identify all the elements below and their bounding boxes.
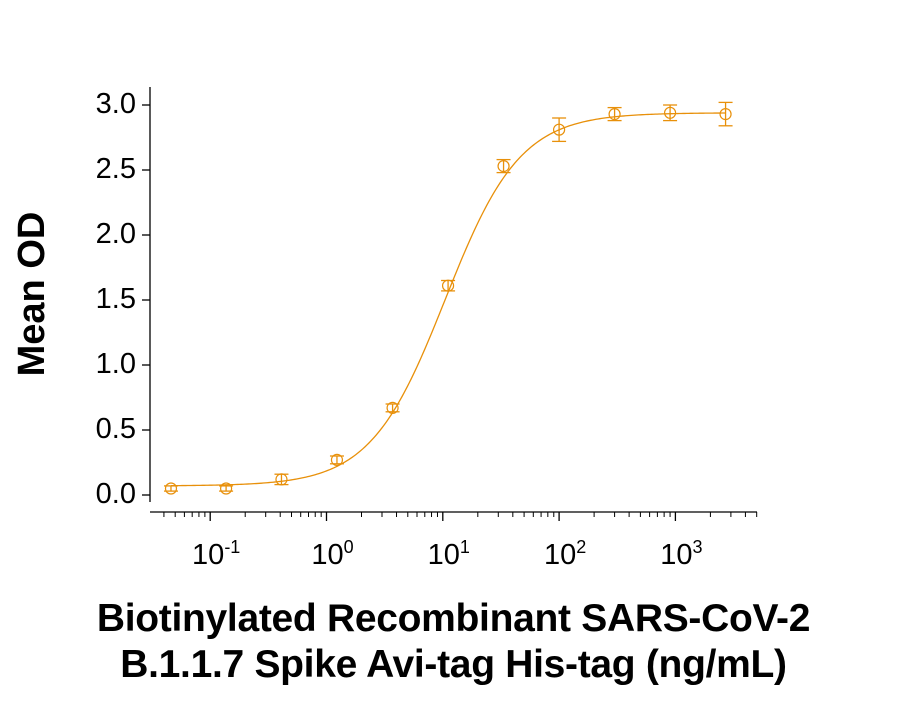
x-tick-label: 102 xyxy=(543,537,587,571)
circle-marker xyxy=(220,482,233,495)
data-point xyxy=(552,117,567,143)
axes xyxy=(142,87,758,521)
data-point xyxy=(274,473,289,486)
x-axis-label-line1: Biotinylated Recombinant SARS-CoV-2 xyxy=(96,597,811,640)
y-tick-label: 1.0 xyxy=(95,348,136,380)
x-tick-label: 103 xyxy=(660,537,703,571)
x-axis-label: Biotinylated Recombinant SARS-CoV-2 B.1.… xyxy=(0,596,907,688)
circle-marker xyxy=(608,107,621,121)
data-point xyxy=(385,401,400,414)
y-tick-label: 1.5 xyxy=(95,283,136,315)
y-tick-label: 0.5 xyxy=(95,413,136,445)
y-axis-label: Mean OD xyxy=(11,211,53,377)
data-point xyxy=(607,106,622,122)
y-tick-label: 3.0 xyxy=(95,88,136,120)
data-point xyxy=(496,158,511,174)
x-tick-label: 10-1 xyxy=(192,537,241,571)
x-tick-label: 100 xyxy=(311,537,354,571)
x-tick-label: 101 xyxy=(427,537,470,571)
data-point xyxy=(663,104,678,122)
circle-marker xyxy=(441,279,455,292)
y-tick-label: 2.5 xyxy=(95,153,136,185)
data-points xyxy=(163,101,733,495)
circle-marker xyxy=(497,160,510,173)
fit-curve xyxy=(170,112,726,487)
circle-marker xyxy=(386,401,399,414)
data-point xyxy=(219,482,234,495)
data-point xyxy=(718,101,733,127)
data-point xyxy=(163,482,178,495)
data-point xyxy=(329,453,344,466)
circle-marker xyxy=(663,106,677,119)
y-tick-label: 0.0 xyxy=(95,478,136,510)
data-point xyxy=(441,279,456,292)
circle-marker xyxy=(552,123,566,136)
fit-curve-path xyxy=(170,112,726,487)
circle-marker xyxy=(275,473,288,486)
circle-marker xyxy=(719,107,732,121)
y-tick-label: 2.0 xyxy=(95,218,136,250)
circle-marker xyxy=(164,482,178,495)
x-axis-label-line2: B.1.1.7 Spike Avi-tag His-tag (ng/mL) xyxy=(120,643,787,686)
circle-marker xyxy=(330,453,344,466)
